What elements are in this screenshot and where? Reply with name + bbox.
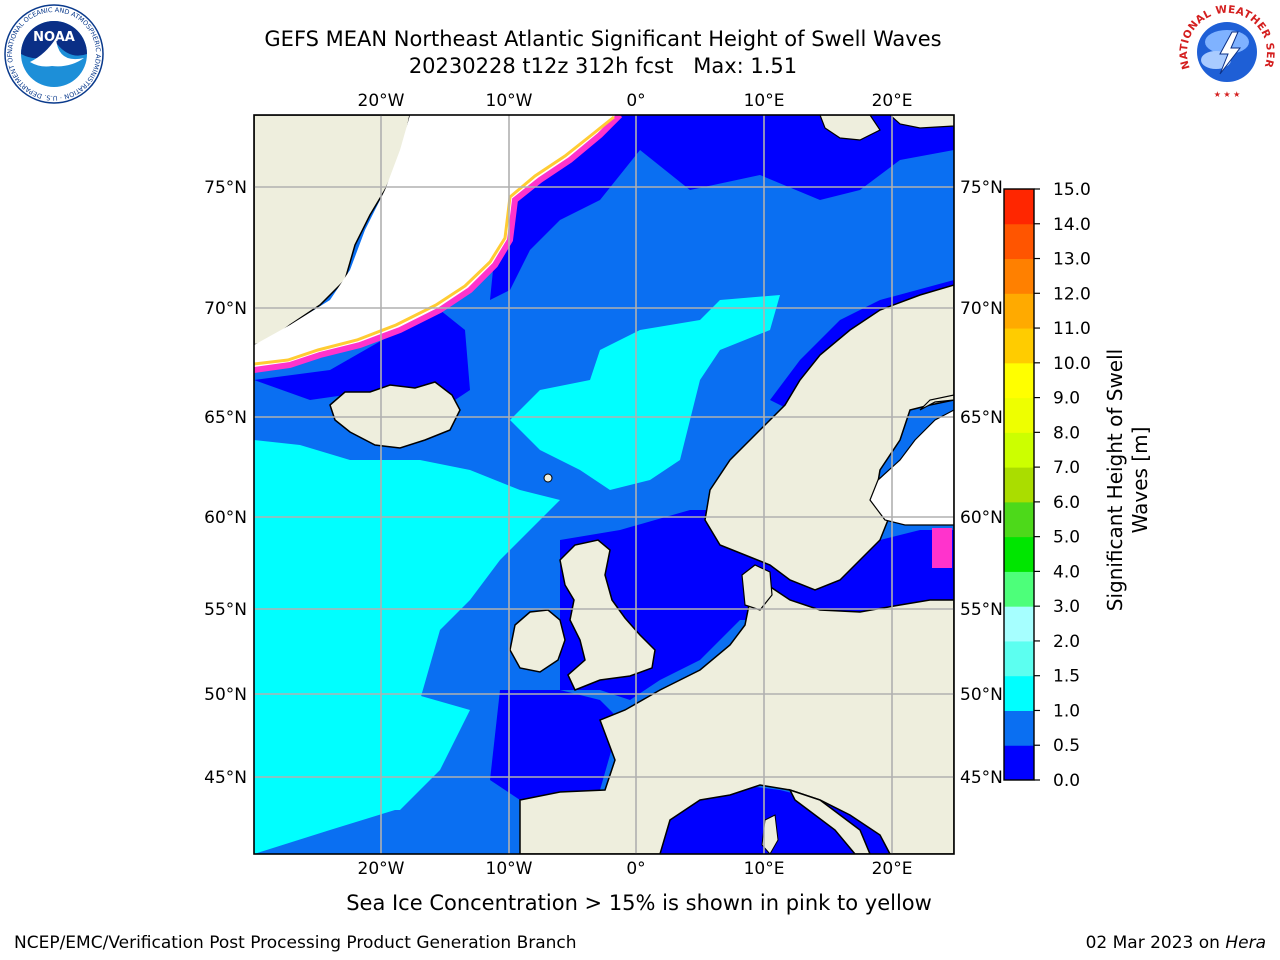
- swell-zone-cyan-north: [510, 295, 780, 490]
- colorbar-segment: [1004, 675, 1034, 711]
- lat-label-left-75n: 75°N: [204, 178, 247, 198]
- land-ireland: [509, 609, 566, 673]
- colorbar-tick-label: 9.0: [1053, 389, 1080, 409]
- colorbar-segment: [1004, 640, 1034, 677]
- land-corsica-sardinia: [761, 814, 779, 854]
- colorbar-tick-label: 6.0: [1053, 493, 1080, 513]
- sea-ice-edge: [254, 115, 623, 373]
- land-svalbard: [819, 115, 881, 141]
- lat-label-right-55n: 55°N: [960, 600, 1003, 620]
- colorbar-segment: [1004, 432, 1034, 468]
- lon-label-top-10e: 10°E: [744, 91, 785, 111]
- credit-date-text: 02 Mar 2023 on: [1085, 933, 1226, 953]
- lat-label-right-60n: 60°N: [960, 508, 1003, 528]
- land-great-britain: [559, 539, 656, 691]
- colorbar-segment: [1004, 467, 1034, 503]
- lat-label-right-50n: 50°N: [960, 685, 1003, 705]
- credit-date: 02 Mar 2023 on Hera: [1086, 933, 1266, 953]
- sea-ice-edge-inner: [254, 115, 615, 366]
- colorbar-tick-label: 3.0: [1053, 597, 1080, 617]
- svg-text:★ ★ ★: ★ ★ ★: [1214, 90, 1241, 99]
- colorbar-tick-label: 14.0: [1053, 215, 1091, 235]
- colorbar-segment: [1004, 258, 1034, 294]
- colorbar-frame: [1003, 188, 1035, 781]
- lat-label-left-70n: 70°N: [204, 299, 247, 319]
- colorbar-segment: [1004, 745, 1034, 781]
- land-iceland: [329, 381, 461, 449]
- lon-label-bottom-10w: 10°W: [486, 859, 533, 879]
- swell-zone-low-arctic: [490, 115, 954, 300]
- lat-label-right-45n: 45°N: [960, 768, 1003, 788]
- colorbar-tick-label: 0.5: [1053, 736, 1080, 756]
- swell-zone-low-iceland: [254, 310, 470, 410]
- colorbar-tick-label: 5.0: [1053, 528, 1080, 548]
- colorbar-tick-label: 0.0: [1053, 771, 1080, 791]
- land-franz-josef: [889, 115, 954, 129]
- colorbar-title: Significant Height of Swell Waves [m]: [1103, 348, 1152, 612]
- swell-zone-low-biscay: [490, 690, 620, 800]
- colorbar-segment: [1004, 606, 1034, 642]
- lat-label-left-50n: 50°N: [204, 685, 247, 705]
- colorbar-tick-label: 11.0: [1053, 319, 1091, 339]
- lon-label-bottom-10e: 10°E: [744, 859, 785, 879]
- colorbar-tick-label: 1.5: [1053, 667, 1080, 687]
- chart-title: GEFS MEAN Northeast Atlantic Significant…: [264, 27, 942, 51]
- graticule: [254, 115, 954, 854]
- colorbar-tick-label: 12.0: [1053, 284, 1091, 304]
- sea-ice-bothnia: [869, 409, 954, 526]
- chart-subtitle: 20230228 t12z 312h fcst Max: 1.51: [408, 54, 798, 78]
- colorbar-segment: [1004, 571, 1034, 607]
- colorbar-segment: [1004, 223, 1034, 260]
- lon-label-bottom-0: 0°: [626, 859, 645, 879]
- colorbar-tick-label: 7.0: [1053, 458, 1080, 478]
- lon-label-bottom-20w: 20°W: [358, 859, 405, 879]
- lat-label-left-45n: 45°N: [204, 768, 247, 788]
- lat-label-left-55n: 55°N: [204, 600, 247, 620]
- lat-label-left-65n: 65°N: [204, 408, 247, 428]
- map-frame: [253, 114, 955, 855]
- colorbar-segment: [1004, 397, 1034, 433]
- lat-label-right-65n: 65°N: [960, 408, 1003, 428]
- nws-logo: NATIONAL WEATHER SERVICE ★ ★ ★: [1176, 2, 1276, 100]
- lon-label-top-0: 0°: [626, 91, 645, 111]
- colorbar-tick-label: 15.0: [1053, 180, 1091, 200]
- colorbar-segment: [1004, 710, 1034, 746]
- colorbar-tick-label: 10.0: [1053, 354, 1091, 374]
- sea-ice-note: Sea Ice Concentration > 15% is shown in …: [346, 891, 932, 915]
- colorbar-segment: [1004, 362, 1034, 399]
- colorbar-segment: [1004, 328, 1034, 364]
- colorbar-tick-label: 2.0: [1053, 632, 1080, 652]
- noaa-logo-text: NOAA: [33, 30, 75, 45]
- credit-branch: NCEP/EMC/Verification Post Processing Pr…: [14, 933, 577, 953]
- land-italy: [788, 788, 871, 854]
- lat-label-right-75n: 75°N: [960, 178, 1003, 198]
- colorbar-segment: [1004, 501, 1034, 538]
- lon-label-top-10w: 10°W: [486, 91, 533, 111]
- colorbar-tick-label: 1.0: [1053, 701, 1080, 721]
- land-finland: [919, 394, 954, 411]
- colorbar-segment: [1004, 189, 1034, 225]
- noaa-logo: NATIONAL OCEANIC AND ATMOSPHERIC ADMINIS…: [4, 4, 104, 104]
- colorbar-tick-label: 8.0: [1053, 423, 1080, 443]
- sea-ice-baltic: [932, 528, 952, 568]
- land-mainland-europe: [519, 578, 954, 854]
- colorbar-segment: [1004, 293, 1034, 329]
- lon-label-top-20e: 20°E: [872, 91, 913, 111]
- credit-machine: Hera: [1225, 933, 1266, 953]
- sea-ice-white: [254, 115, 620, 370]
- colorbar: 0.0 0.5 1.0 1.5 2.0 3.0 4.0 5.0 6.0 7.0 8.0 9.0 10.0…: [1004, 180, 1091, 791]
- colorbar-tick-label: 13.0: [1053, 250, 1091, 270]
- lat-label-right-70n: 70°N: [960, 299, 1003, 319]
- swell-zone-cyan-sw: [300, 690, 470, 810]
- colorbar-tick-label: 4.0: [1053, 562, 1080, 582]
- lon-label-top-20w: 20°W: [358, 91, 405, 111]
- lat-label-left-60n: 60°N: [204, 508, 247, 528]
- lon-label-bottom-20e: 20°E: [872, 859, 913, 879]
- colorbar-segment: [1004, 536, 1034, 572]
- map-area: [254, 115, 954, 854]
- land-faroe: [543, 473, 553, 483]
